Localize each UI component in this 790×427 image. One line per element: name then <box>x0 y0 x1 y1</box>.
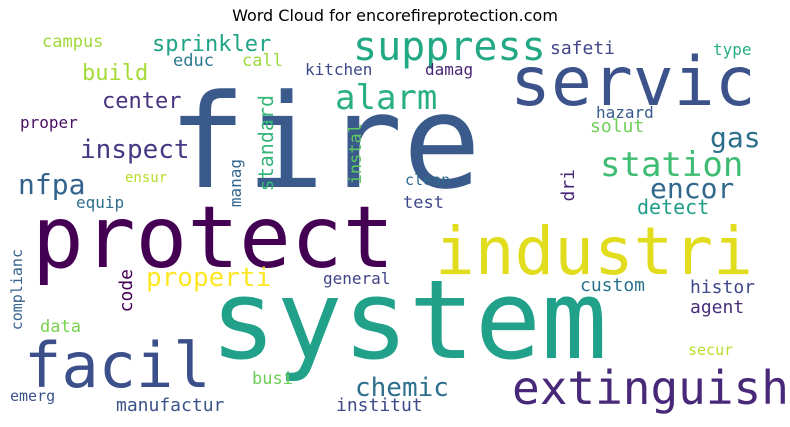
chart-title: Word Cloud for encorefireprotection.com <box>232 6 558 25</box>
word-detect: detect <box>637 195 710 219</box>
word-agent: agent <box>690 297 745 318</box>
word-suppress: suppress <box>353 29 546 70</box>
word-fire: fire <box>168 66 482 218</box>
word-alarm: alarm <box>335 78 438 118</box>
word-safeti: safeti <box>550 38 616 59</box>
word-secur: secur <box>688 341 734 359</box>
word-extinguish: extinguish <box>512 361 785 415</box>
word-proper: proper <box>20 113 78 132</box>
word-dri: dri <box>558 169 579 202</box>
word-busi: busi <box>252 369 293 389</box>
word-damag: damag <box>425 60 474 79</box>
word-manag: manag <box>226 159 245 208</box>
word-properti: properti <box>146 263 272 293</box>
word-custom: custom <box>580 275 646 296</box>
word-code: code <box>116 269 137 313</box>
word-test: test <box>403 193 444 213</box>
word-general: general <box>323 269 391 288</box>
word-complianc: complianc <box>10 249 26 331</box>
word-solut: solut <box>590 116 645 137</box>
word-inspect: inspect <box>80 135 190 165</box>
word-industri: industri <box>435 213 753 290</box>
word-encor: encor <box>650 172 735 205</box>
word-center: center <box>102 89 182 114</box>
word-clean: clean <box>405 171 451 189</box>
word-hazard: hazard <box>596 103 654 122</box>
word-type: type <box>713 40 752 59</box>
word-station: station <box>600 145 744 185</box>
word-data: data <box>40 317 81 337</box>
word-educ: educ <box>173 51 214 71</box>
word-call: call <box>242 51 283 71</box>
word-facil: facil <box>24 329 211 402</box>
word-cloud: fire system protect servic industri facil exti… <box>10 29 785 427</box>
word-build: build <box>82 61 149 86</box>
word-histor: histor <box>690 277 756 298</box>
word-system: system <box>210 256 608 384</box>
word-nfpa: nfpa <box>18 168 86 201</box>
word-institut: institut <box>336 395 423 416</box>
word-chemic: chemic <box>355 373 449 403</box>
word-manufactur: manufactur <box>116 395 225 416</box>
word-equip: equip <box>76 193 125 212</box>
word-protect: protect <box>32 188 395 288</box>
word-sprinkler: sprinkler <box>152 32 272 57</box>
word-emerg: emerg <box>10 387 56 405</box>
word-gas: gas <box>710 121 761 154</box>
word-servic: servic <box>510 43 756 122</box>
word-ensur: ensur <box>125 170 168 186</box>
word-instal: instal <box>346 123 366 185</box>
word-standard: standard <box>254 95 278 192</box>
word-kitchen: kitchen <box>305 60 373 79</box>
word-campus: campus <box>42 32 104 52</box>
